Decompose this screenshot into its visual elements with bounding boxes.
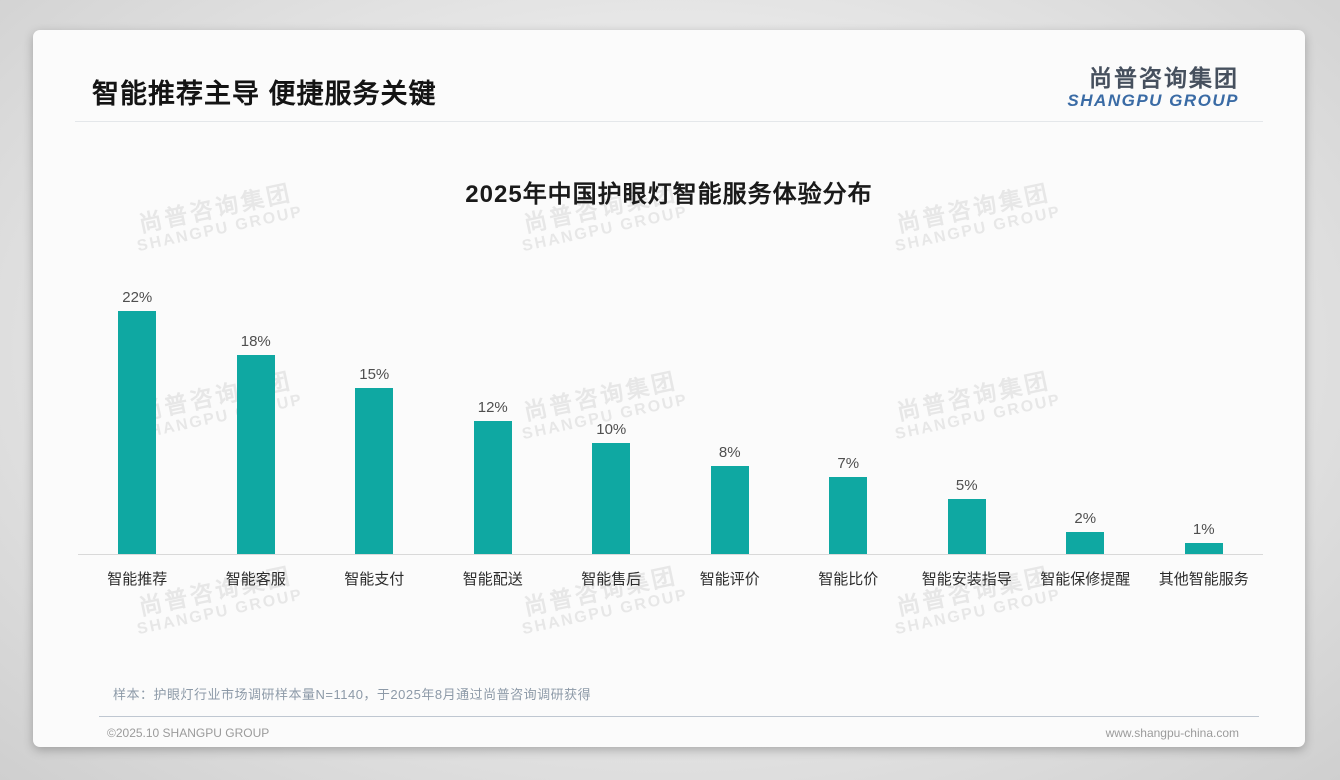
slide-header: 智能推荐主导 便捷服务关键 尚普咨询集团 SHANGPU GROUP [33, 30, 1305, 121]
category-label: 智能评价 [699, 571, 760, 588]
header-divider [75, 121, 1263, 122]
bar [947, 499, 986, 554]
bar-column: 18% [197, 288, 316, 554]
category-label: 智能推荐 [107, 571, 168, 588]
bar [1184, 543, 1223, 554]
slide-footer: ©2025.10 SHANGPU GROUP www.shangpu-china… [33, 717, 1305, 740]
bar-value-label: 10% [596, 421, 627, 438]
bar-column: 7% [789, 288, 908, 554]
bar-value-label: 1% [1192, 521, 1215, 538]
bar-value-label: 2% [1074, 510, 1097, 527]
bar [473, 421, 512, 554]
bar [118, 311, 157, 554]
plot-area: 22% 18% 15% 12% 10% 8% 7% 5% 2% 1% [78, 288, 1263, 555]
bar-value-label: 8% [718, 444, 741, 461]
category-label: 智能配送 [462, 571, 523, 588]
bar-column: 2% [1026, 288, 1145, 554]
bar-value-label: 7% [837, 455, 860, 472]
bar-value-label: 15% [359, 366, 390, 383]
category-label: 智能支付 [344, 571, 405, 588]
logo-english-text: SHANGPU GROUP [1067, 91, 1239, 111]
sample-note: 样本：护眼灯行业市场调研样本量N=1140，于2025年8月通过尚普咨询调研获得 [113, 687, 592, 702]
bar-column: 12% [434, 288, 553, 554]
bar-column: 5% [908, 288, 1027, 554]
bar [355, 388, 394, 554]
page-title: 智能推荐主导 便捷服务关键 [92, 79, 437, 109]
bar [592, 443, 631, 554]
bar-column: 1% [1145, 288, 1264, 554]
bar [1066, 532, 1105, 554]
category-label: 智能比价 [818, 571, 879, 588]
bar-value-label: 22% [122, 289, 153, 306]
bar-value-label: 18% [240, 333, 271, 350]
bar [236, 355, 275, 554]
chart-title: 2025年中国护眼灯智能服务体验分布 [465, 181, 873, 208]
category-axis: 智能推荐 智能客服 智能支付 智能配送 智能售后 智能评价 智能比价 智能安装指导 智能保修提醒… [78, 555, 1263, 589]
bar [829, 477, 868, 554]
bar-column: 10% [552, 288, 671, 554]
bar-value-label: 5% [955, 477, 978, 494]
bar-column: 8% [671, 288, 790, 554]
bar-column: 22% [78, 288, 197, 554]
category-label: 智能售后 [581, 571, 642, 588]
company-logo: 尚普咨询集团 SHANGPU GROUP [1067, 65, 1239, 111]
bar-value-label: 12% [477, 399, 508, 416]
category-label: 其他智能服务 [1158, 571, 1249, 588]
website-url: www.shangpu-china.com [1105, 726, 1239, 740]
bar-column: 15% [315, 288, 434, 554]
footer-divider [99, 716, 1259, 717]
category-label: 智能保修提醒 [1040, 571, 1131, 588]
bar-chart: 2025年中国护眼灯智能服务体验分布 22% 18% 15% 12% 10% 8% 7% 5%… [33, 174, 1305, 589]
slide-card: 尚普咨询集团 SHANGPU GROUP 尚普咨询集团 SHANGPU GROUP 尚普… [33, 30, 1305, 747]
copyright-text: ©2025.10 SHANGPU GROUP [107, 726, 270, 740]
logo-chinese-text: 尚普咨询集团 [1089, 65, 1239, 91]
category-label: 智能安装指导 [921, 571, 1012, 588]
category-label: 智能客服 [225, 571, 286, 588]
bar [710, 466, 749, 554]
